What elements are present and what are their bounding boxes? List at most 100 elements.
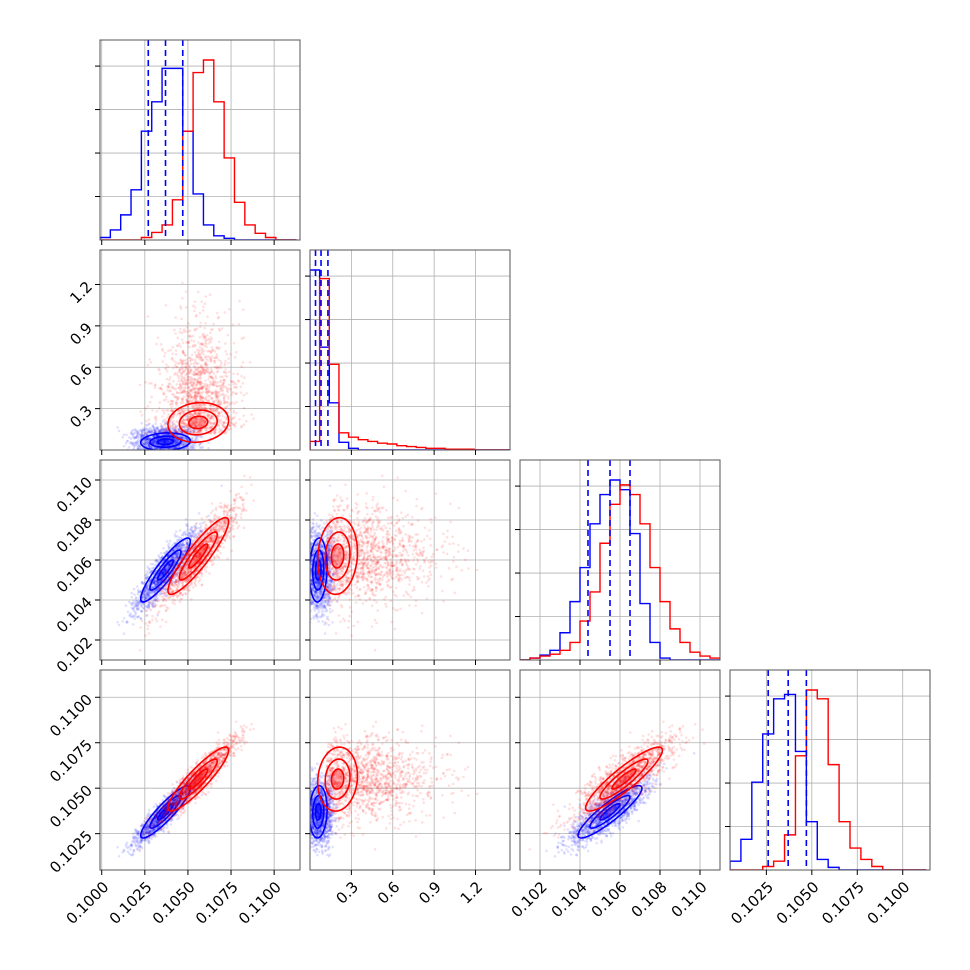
sample-point-blue <box>136 437 140 440</box>
sample-point-blue <box>179 436 183 439</box>
sample-point-blue <box>163 439 167 443</box>
sample-point-red <box>201 332 205 336</box>
sample-point-red <box>184 330 187 333</box>
sample-point-red <box>179 345 183 348</box>
sample-point-red <box>208 331 212 335</box>
sample-point-blue <box>122 616 126 620</box>
sample-point-blue <box>184 518 188 521</box>
sample-point-red <box>210 346 214 349</box>
sample-point-red <box>215 311 219 315</box>
sample-point-blue <box>158 440 162 444</box>
sample-point-blue <box>136 444 139 448</box>
sample-point-red <box>178 371 182 374</box>
sample-point-blue <box>146 442 150 445</box>
sample-point-red <box>167 349 170 353</box>
sample-point-red <box>175 427 178 430</box>
sample-point-blue <box>146 441 150 445</box>
sample-point-blue <box>135 431 139 434</box>
sample-point-red <box>234 497 238 500</box>
sample-point-blue <box>132 600 136 603</box>
sample-point-red <box>242 406 246 410</box>
sample-point-blue <box>164 440 168 443</box>
sample-point-red <box>164 398 168 401</box>
sample-point-blue <box>174 439 178 442</box>
sample-point-red <box>183 389 187 392</box>
sample-point-blue <box>191 436 195 440</box>
sample-point-red <box>164 620 168 624</box>
sample-point-red <box>212 417 215 421</box>
sample-point-blue <box>138 445 142 449</box>
sample-point-blue <box>180 435 184 439</box>
sample-point-red <box>206 367 210 371</box>
sample-point-red <box>181 361 184 364</box>
sample-point-blue <box>162 447 165 450</box>
sample-point-blue <box>171 446 175 450</box>
sample-point-blue <box>143 430 147 434</box>
sample-point-red <box>204 322 207 325</box>
sample-point-blue <box>134 440 138 444</box>
sample-point-red <box>207 386 211 389</box>
sample-point-blue <box>176 434 179 438</box>
sample-point-blue <box>154 439 158 442</box>
sample-point-red <box>190 388 193 392</box>
sample-point-red <box>210 369 214 372</box>
sample-point-blue <box>144 423 148 427</box>
sample-point-blue <box>141 433 145 436</box>
sample-point-blue <box>189 430 192 434</box>
sample-point-red <box>199 376 203 380</box>
sample-point-red <box>204 295 208 298</box>
sample-point-blue <box>146 437 149 441</box>
sample-point-blue <box>162 427 166 431</box>
sample-point-red <box>221 414 224 418</box>
sample-point-blue <box>154 440 157 444</box>
sample-point-blue <box>191 446 195 450</box>
sample-point-red <box>227 397 230 400</box>
sample-point-red <box>175 401 179 405</box>
sample-point-blue <box>174 530 178 533</box>
sample-point-blue <box>196 435 199 439</box>
sample-point-red <box>175 391 179 395</box>
sample-point-blue <box>173 439 177 443</box>
sample-point-red <box>228 387 231 391</box>
sample-point-red <box>165 579 169 583</box>
sample-point-blue <box>191 529 194 533</box>
sample-point-blue <box>159 441 163 444</box>
sample-point-red <box>227 383 231 387</box>
sample-point-blue <box>189 447 193 450</box>
sample-point-blue <box>155 434 159 437</box>
sample-point-red <box>184 408 188 412</box>
sample-point-red <box>211 396 214 400</box>
sample-point-red <box>208 380 212 384</box>
sample-point-red <box>222 371 226 374</box>
sample-point-red <box>188 359 192 363</box>
sample-point-red <box>239 385 243 389</box>
sample-point-blue <box>175 440 179 444</box>
sample-point-blue <box>150 445 153 449</box>
sample-point-red <box>200 574 203 578</box>
sample-point-red <box>163 594 166 597</box>
sample-point-blue <box>137 615 141 618</box>
sample-point-red <box>245 420 248 423</box>
sample-point-blue <box>182 443 185 447</box>
sample-point-blue <box>141 434 145 438</box>
sample-point-blue <box>177 445 181 448</box>
sample-point-red <box>193 396 196 400</box>
sample-point-red <box>228 408 232 411</box>
sample-point-blue <box>160 429 163 433</box>
sample-point-blue <box>135 585 139 588</box>
sample-point-red <box>176 336 180 340</box>
sample-point-blue <box>166 441 170 444</box>
sample-point-blue <box>172 446 175 450</box>
sample-point-red <box>168 382 172 386</box>
sample-point-blue <box>170 544 174 547</box>
sample-point-red <box>157 407 161 410</box>
sample-point-red <box>159 386 162 390</box>
sample-point-red <box>179 307 183 310</box>
sample-point-blue <box>153 430 157 434</box>
sample-point-red <box>248 361 252 364</box>
sample-point-blue <box>174 439 177 442</box>
sample-point-blue <box>134 429 138 432</box>
sample-point-blue <box>135 432 139 436</box>
sample-point-blue <box>132 435 135 439</box>
sample-point-blue <box>178 529 182 532</box>
